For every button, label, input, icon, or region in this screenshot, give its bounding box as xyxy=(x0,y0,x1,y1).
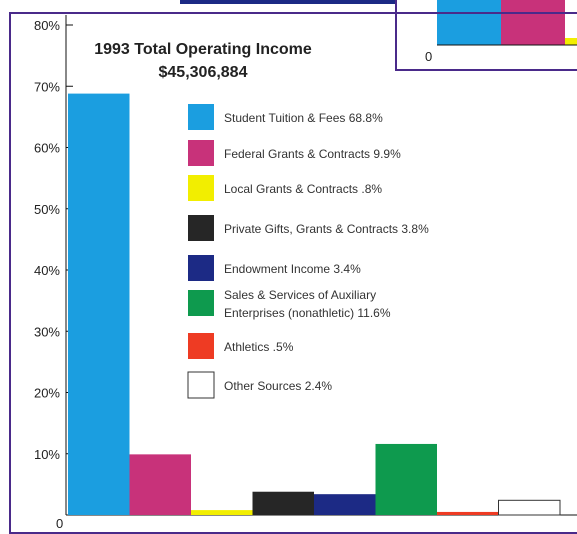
y-tick-label: 10% xyxy=(34,447,60,462)
bar xyxy=(498,499,561,516)
bar xyxy=(191,510,253,515)
legend-label: Student Tuition & Fees 68.8% xyxy=(224,111,383,125)
y-tick-label: 60% xyxy=(34,141,60,156)
y-tick-label: 30% xyxy=(34,324,60,339)
bar xyxy=(129,454,191,515)
legend-label: Local Grants & Contracts .8% xyxy=(224,182,382,196)
inset-zero-label: 0 xyxy=(425,49,432,64)
inset-bar-yellow xyxy=(565,38,577,45)
bar xyxy=(375,443,437,515)
legend: Student Tuition & Fees 68.8% Federal Gran… xyxy=(187,104,429,399)
legend-label: Federal Grants & Contracts 9.9% xyxy=(224,147,401,161)
y-tick-label: 70% xyxy=(34,79,60,94)
legend-swatch xyxy=(188,175,214,201)
y-tick-label: 80% xyxy=(34,18,60,33)
inset-chart: 0 xyxy=(395,0,577,71)
chart-frame xyxy=(9,12,577,534)
inset-bar-blue xyxy=(437,0,501,45)
y-tick-label: 0 xyxy=(56,516,63,531)
chart-title: 1993 Total Operating Income xyxy=(94,41,312,58)
legend-swatch xyxy=(187,371,215,399)
legend-swatch xyxy=(188,333,214,359)
bar xyxy=(314,494,376,515)
bar xyxy=(437,511,499,515)
y-tick-labels: 0 10% 20% 30% 40% 50% 60% 70% 80% xyxy=(34,18,73,531)
legend-swatch xyxy=(188,104,214,130)
title-background xyxy=(84,30,322,86)
y-tick-label: 20% xyxy=(34,386,60,401)
legend-label: Other Sources 2.4% xyxy=(224,379,332,393)
bars xyxy=(68,93,561,516)
bar xyxy=(252,491,314,515)
legend-swatch xyxy=(188,255,214,281)
top-strip xyxy=(180,0,395,4)
legend-label-line2: Enterprises (nonathletic) 11.6% xyxy=(224,306,391,320)
legend-label: Athletics .5% xyxy=(224,340,294,354)
chart-subtitle: $45,306,884 xyxy=(159,64,248,81)
legend-label: Endowment Income 3.4% xyxy=(224,262,361,276)
legend-label: Sales & Services of Auxiliary xyxy=(224,288,376,302)
legend-label: Private Gifts, Grants & Contracts 3.8% xyxy=(224,222,429,236)
legend-swatch xyxy=(188,290,214,316)
legend-swatch xyxy=(188,215,214,241)
y-tick-label: 50% xyxy=(34,202,60,217)
legend-swatch xyxy=(188,140,214,166)
inset-bar-magenta xyxy=(501,0,565,45)
y-tick-label: 40% xyxy=(34,263,60,278)
bar xyxy=(68,93,130,515)
